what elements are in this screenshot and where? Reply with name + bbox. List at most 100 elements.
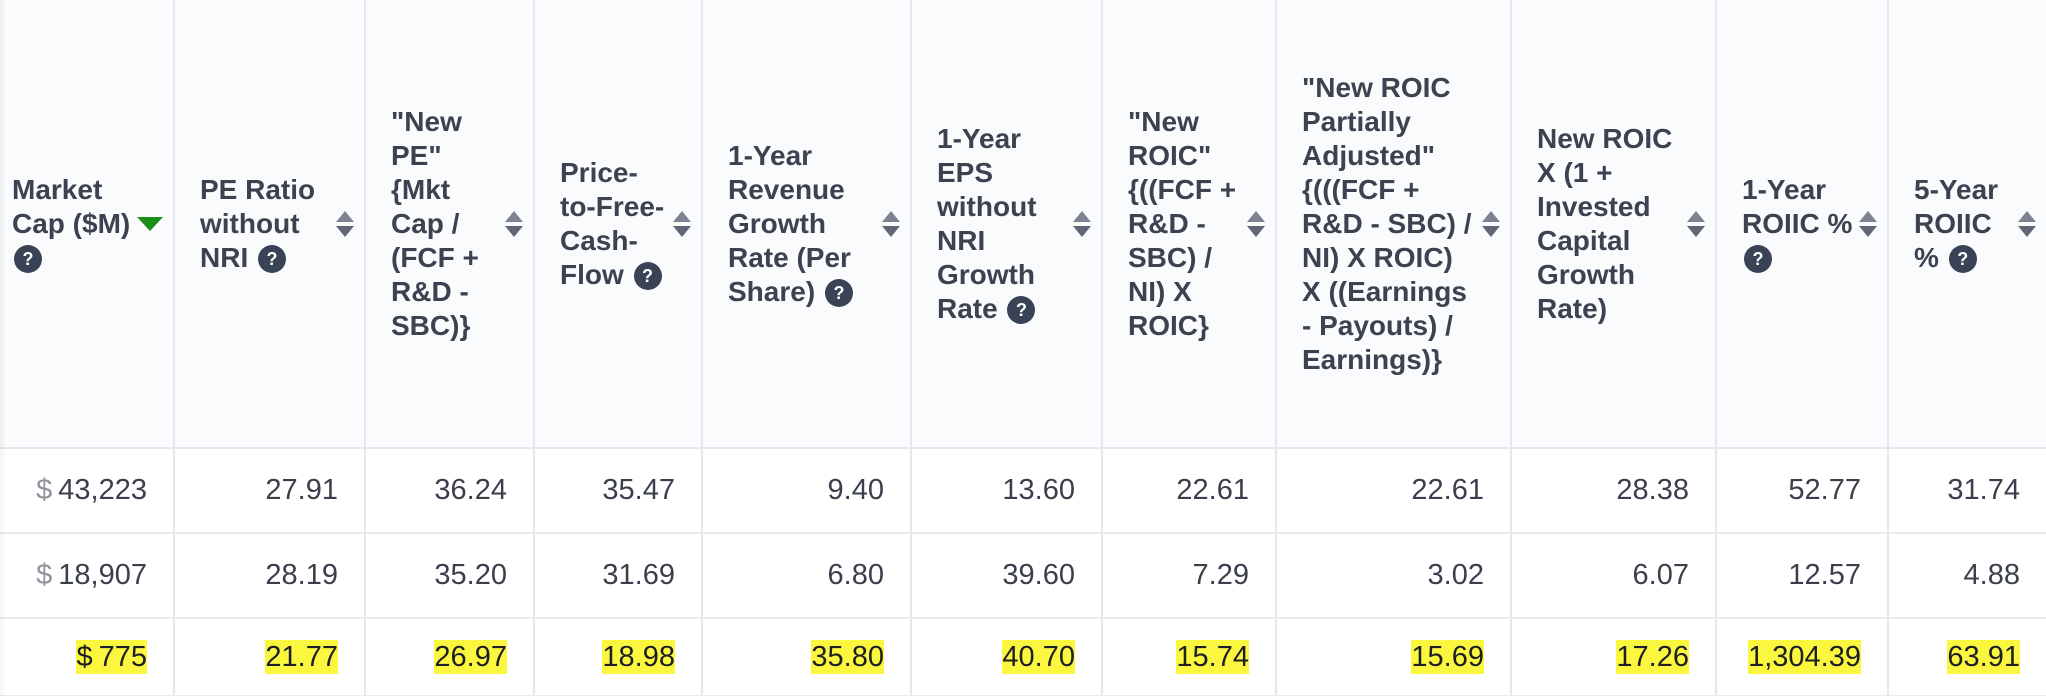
help-icon[interactable]: ? bbox=[1948, 245, 1977, 274]
cell-value: 13.60 bbox=[1002, 474, 1075, 506]
cell-value: 4.88 bbox=[1963, 559, 2020, 591]
cell-roiic-1y: 12.57 bbox=[1716, 533, 1889, 619]
table-row-highlighted[interactable]: $775 21.77 26.97 18.98 35.80 40.70 15.74 15.69 1… bbox=[0, 618, 2046, 696]
column-label-text: Market Cap ($M) bbox=[12, 173, 131, 239]
column-label-text: 1-Year Revenue Growth Rate (Per Share) bbox=[728, 139, 851, 307]
column-header-market-cap[interactable]: Market Cap ($M) ? bbox=[0, 0, 175, 449]
cell-revenue-growth: 6.80 bbox=[702, 533, 912, 619]
cell-value: 35.80 bbox=[811, 639, 884, 674]
column-label-text: 1-Year ROIIC % bbox=[1742, 173, 1853, 239]
column-header-revenue-growth[interactable]: 1-Year Revenue Growth Rate (Per Share) ? bbox=[702, 0, 912, 449]
column-header-new-roic[interactable]: "New ROIC" {((FCF + R&D - SBC) / NI) X R… bbox=[1102, 0, 1277, 449]
cell-value: 9.40 bbox=[827, 474, 884, 506]
column-header-new-roic-partially-adjusted[interactable]: "New ROIC Partially Adjusted" {(((FCF + … bbox=[1276, 0, 1512, 449]
column-label-text: 1-Year EPS without NRI Growth Rate bbox=[937, 122, 1037, 324]
column-header-label: "New ROIC Partially Adjusted" {(((FCF + … bbox=[1302, 71, 1476, 377]
cell-value: 6.80 bbox=[827, 559, 884, 591]
cell-roiic-5y: 31.74 bbox=[1888, 448, 2046, 534]
column-header-pe-ratio-without-nri[interactable]: PE Ratio without NRI ? bbox=[174, 0, 366, 449]
cell-new-roic: 15.74 bbox=[1102, 618, 1277, 696]
cell-value: 21.77 bbox=[265, 639, 338, 674]
cell-value: 63.91 bbox=[1947, 639, 2020, 674]
column-header-content: 1-Year EPS without NRI Growth Rate ? bbox=[937, 122, 1091, 326]
column-header-price-to-free-cash-flow[interactable]: Price-to-Free-Cash-Flow ? bbox=[534, 0, 703, 449]
cell-roiic-5y: 4.88 bbox=[1888, 533, 2046, 619]
cell-new-roic-partially-adjusted: 3.02 bbox=[1276, 533, 1512, 619]
cell-value: 1,304.39 bbox=[1748, 639, 1861, 674]
cell-market-cap: $18,907 bbox=[0, 533, 175, 619]
market-cap-value: 43,223 bbox=[58, 474, 147, 506]
column-header-roiic-1y[interactable]: 1-Year ROIIC % ? bbox=[1716, 0, 1889, 449]
cell-new-pe: 26.97 bbox=[365, 618, 535, 696]
column-label-text: "New ROIC" {((FCF + R&D - SBC) / NI) X R… bbox=[1128, 105, 1237, 341]
column-header-label: 1-Year Revenue Growth Rate (Per Share) ? bbox=[728, 139, 876, 309]
cell-value: 3.02 bbox=[1427, 559, 1484, 591]
help-icon[interactable]: ? bbox=[633, 262, 662, 291]
cell-value: 15.74 bbox=[1176, 639, 1249, 674]
column-label-text: New ROIC X (1 + Invested Capital Growth … bbox=[1537, 122, 1673, 324]
cell-value: $775 bbox=[76, 639, 147, 674]
column-header-label: Price-to-Free-Cash-Flow ? bbox=[560, 156, 667, 292]
cell-new-roic: 22.61 bbox=[1102, 448, 1277, 534]
cell-roiic-5y: 63.91 bbox=[1888, 618, 2046, 696]
sort-toggle-icon[interactable] bbox=[1247, 210, 1265, 237]
cell-value: 17.26 bbox=[1616, 639, 1689, 674]
column-header-content: Market Cap ($M) ? bbox=[12, 173, 163, 275]
help-icon[interactable]: ? bbox=[1007, 296, 1036, 325]
cell-value: 15.69 bbox=[1411, 639, 1484, 674]
cell-value: 27.91 bbox=[265, 474, 338, 506]
column-header-eps-growth[interactable]: 1-Year EPS without NRI Growth Rate ? bbox=[911, 0, 1103, 449]
sort-toggle-icon[interactable] bbox=[1687, 210, 1705, 237]
table-row[interactable]: $18,907 28.19 35.20 31.69 6.80 39.60 7.29 3.02 6… bbox=[0, 533, 2046, 619]
cell-value: 7.29 bbox=[1192, 559, 1249, 591]
header-row: Market Cap ($M) ? PE Ratio without NRI ? "… bbox=[0, 0, 2046, 449]
cell-value: 40.70 bbox=[1002, 639, 1075, 674]
cell-new-roic-partially-adjusted: 22.61 bbox=[1276, 448, 1512, 534]
column-header-label: 1-Year EPS without NRI Growth Rate ? bbox=[937, 122, 1067, 326]
sort-toggle-icon[interactable] bbox=[882, 210, 900, 237]
cell-revenue-growth: 35.80 bbox=[702, 618, 912, 696]
help-icon[interactable]: ? bbox=[824, 279, 853, 308]
column-label-text: 5-Year ROIIC % bbox=[1914, 173, 1999, 273]
help-icon[interactable]: ? bbox=[258, 245, 287, 274]
sort-toggle-icon[interactable] bbox=[1482, 210, 1500, 237]
table-row[interactable]: $43,223 27.91 36.24 35.47 9.40 13.60 22.61 22.6… bbox=[0, 448, 2046, 534]
column-header-new-roic-x-ic-growth[interactable]: New ROIC X (1 + Invested Capital Growth … bbox=[1511, 0, 1717, 449]
sort-toggle-icon[interactable] bbox=[336, 210, 354, 237]
column-header-label: "New PE" {Mkt Cap / (FCF + R&D - SBC)} bbox=[391, 105, 499, 343]
help-icon[interactable]: ? bbox=[1744, 245, 1772, 274]
cell-value: 52.77 bbox=[1788, 474, 1861, 506]
sort-toggle-icon[interactable] bbox=[673, 210, 691, 237]
sort-toggle-icon[interactable] bbox=[1859, 210, 1877, 237]
sort-descending-icon[interactable] bbox=[137, 216, 163, 231]
help-icon[interactable]: ? bbox=[14, 245, 42, 274]
column-header-content: Price-to-Free-Cash-Flow ? bbox=[560, 156, 691, 292]
cell-price-to-free-cash-flow: 35.47 bbox=[534, 448, 703, 534]
column-header-label: 5-Year ROIIC % ? bbox=[1914, 173, 2012, 275]
column-label-text: PE Ratio without NRI bbox=[200, 173, 316, 273]
market-cap-value: 775 bbox=[98, 640, 147, 673]
cell-new-roic-x-ic-growth: 28.38 bbox=[1511, 448, 1717, 534]
cell-eps-growth: 40.70 bbox=[911, 618, 1103, 696]
column-header-label: 1-Year ROIIC % ? bbox=[1742, 173, 1853, 275]
sort-toggle-icon[interactable] bbox=[2018, 210, 2036, 237]
table-body: $43,223 27.91 36.24 35.47 9.40 13.60 22.61 22.6… bbox=[0, 448, 2046, 696]
column-header-roiic-5y[interactable]: 5-Year ROIIC % ? bbox=[1888, 0, 2046, 449]
column-header-label: "New ROIC" {((FCF + R&D - SBC) / NI) X R… bbox=[1128, 105, 1241, 343]
cell-market-cap: $775 bbox=[0, 618, 175, 696]
column-header-content: New ROIC X (1 + Invested Capital Growth … bbox=[1537, 122, 1705, 326]
cell-value: 36.24 bbox=[434, 474, 507, 506]
cell-value: 31.69 bbox=[602, 559, 675, 591]
column-header-label: PE Ratio without NRI ? bbox=[200, 173, 330, 275]
table-header: Market Cap ($M) ? PE Ratio without NRI ? "… bbox=[0, 0, 2046, 449]
cell-pe-ratio-without-nri: 28.19 bbox=[174, 533, 366, 619]
column-header-new-pe[interactable]: "New PE" {Mkt Cap / (FCF + R&D - SBC)} bbox=[365, 0, 535, 449]
cell-eps-growth: 13.60 bbox=[911, 448, 1103, 534]
sort-toggle-icon[interactable] bbox=[505, 210, 523, 237]
cell-market-cap: $43,223 bbox=[0, 448, 175, 534]
cell-value: 6.07 bbox=[1632, 559, 1689, 591]
cell-value: 28.19 bbox=[265, 559, 338, 591]
sort-toggle-icon[interactable] bbox=[1073, 210, 1091, 237]
column-header-content: "New ROIC" {((FCF + R&D - SBC) / NI) X R… bbox=[1128, 105, 1265, 343]
